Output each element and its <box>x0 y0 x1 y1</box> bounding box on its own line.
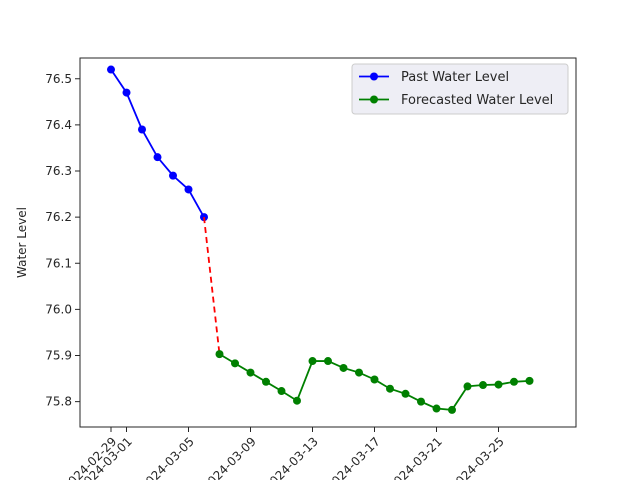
y-tick-label: 76.2 <box>45 210 72 224</box>
data-point <box>386 384 394 393</box>
data-point <box>246 368 255 377</box>
data-point <box>355 368 363 377</box>
data-point <box>169 171 177 180</box>
data-point <box>448 405 456 414</box>
data-point <box>401 389 410 398</box>
data-point <box>432 404 441 413</box>
data-point <box>293 396 301 405</box>
data-point <box>339 363 348 372</box>
y-tick-label: 76.5 <box>45 72 72 86</box>
data-point <box>262 377 270 386</box>
data-point <box>231 359 239 368</box>
y-tick-label: 75.8 <box>45 395 72 409</box>
data-point <box>417 397 425 406</box>
data-point <box>138 125 146 134</box>
data-point <box>153 153 162 162</box>
y-tick-label: 76.4 <box>45 118 72 132</box>
legend: Past Water Level Forecasted Water Level <box>351 63 569 115</box>
data-point <box>107 65 115 74</box>
data-point <box>308 357 317 366</box>
legend-box <box>351 63 569 115</box>
legend-label-forecast: Forecasted Water Level <box>401 93 553 108</box>
y-tick-label: 76.1 <box>45 256 72 270</box>
data-point <box>494 380 503 389</box>
data-point <box>370 375 379 384</box>
y-axis-label: Water Level <box>15 207 29 278</box>
legend-label-past: Past Water Level <box>401 70 509 85</box>
data-point <box>215 350 224 359</box>
plot-frame <box>79 57 577 428</box>
y-axis: 75.8 75.9 76.0 76.1 76.2 76.3 76.4 76.5 <box>45 72 80 409</box>
legend-marker-forecast <box>370 95 378 104</box>
y-tick-label: 76.0 <box>45 302 72 316</box>
y-tick-label: 75.9 <box>45 349 72 363</box>
data-point <box>479 381 487 390</box>
series-layer <box>107 65 534 414</box>
y-tick-label: 76.3 <box>45 164 72 178</box>
data-point <box>510 377 518 386</box>
data-point <box>277 387 286 396</box>
data-point <box>324 357 332 366</box>
plot-area <box>79 57 577 428</box>
data-point <box>463 382 472 391</box>
data-point <box>525 376 534 385</box>
data-point <box>184 185 193 194</box>
data-point <box>122 88 131 97</box>
connector-line <box>203 217 221 355</box>
legend-marker-past <box>370 72 378 81</box>
